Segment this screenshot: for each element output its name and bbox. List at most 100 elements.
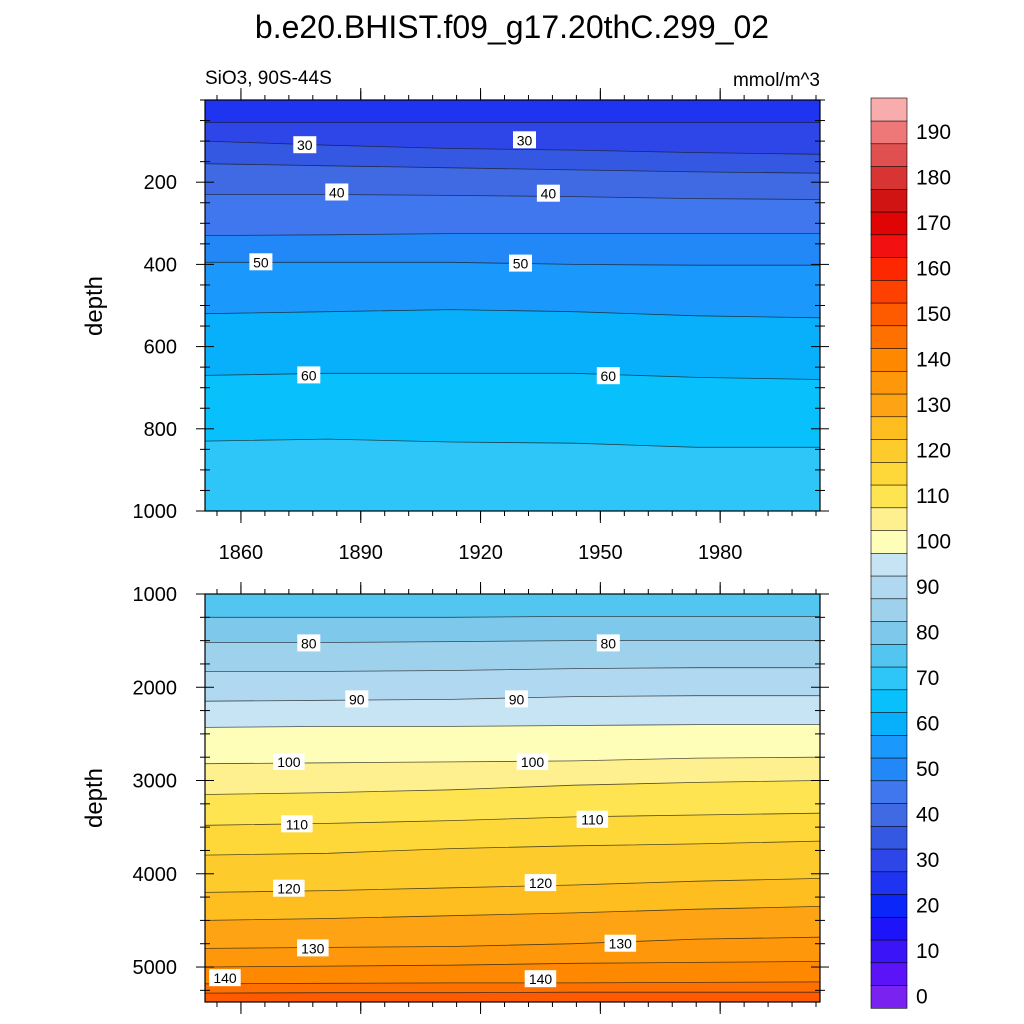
bottom-panel-axes: 1000 2000 3000 4000 5000: [133, 582, 829, 1014]
bottom-contour-line-115: [205, 840, 820, 856]
colorbar-label-80: 80: [916, 622, 939, 645]
bottom-panel-frame: [204, 593, 821, 1003]
colorbar-swatch-145: [870, 325, 908, 349]
colorbar-swatch-60: [870, 711, 908, 736]
top-ytick-label-800: 800: [144, 419, 177, 441]
top-contour-label-box-30-0: [293, 136, 317, 154]
bottom-contour-line-120: [205, 878, 820, 893]
colorbar-swatch-150: [870, 302, 908, 327]
colorbar-label-170: 170: [916, 212, 951, 235]
colorbar-label-140: 140: [916, 349, 951, 372]
colorbar-swatch-50: [870, 757, 908, 782]
chart-title: b.e20.BHIST.f09_g17.20thC.299_02: [255, 9, 769, 45]
bottom-panel-fill: [205, 594, 820, 1002]
bottom-contour-line-100: [205, 756, 820, 765]
colorbar-swatch-5: [870, 962, 908, 986]
bottom-contour-label-120-1: 120: [529, 875, 553, 891]
colorbar-swatch-155: [870, 279, 908, 304]
bottom-contour-label-100-1: 100: [521, 754, 545, 770]
bottom-contour-line-95: [205, 724, 820, 728]
top-contour-label-box-30-1: [513, 131, 536, 149]
bottom-contour-line-145: [205, 991, 820, 994]
top-band-70: [205, 439, 820, 511]
colorbar-swatch-15: [870, 916, 908, 941]
top-contour-label-box-40-1: [536, 184, 560, 202]
bottom-contour-label-120-0: 120: [277, 881, 301, 897]
top-contour-label-50-1: 50: [513, 256, 529, 272]
colorbar-swatch-80: [870, 620, 908, 645]
colorbar-swatch-165: [870, 234, 908, 258]
colorbar-swatch-185: [870, 143, 908, 167]
top-contour-label-box-50-0: [249, 253, 273, 271]
bottom-ytick-label-4000: 4000: [133, 864, 178, 886]
colorbar-swatch-65: [870, 689, 908, 713]
colorbar-swatch-125: [870, 416, 908, 440]
bottom-contour-label-110-1: 110: [581, 812, 604, 828]
colorbar-label-40: 40: [916, 804, 939, 827]
bottom-contour-label-90-1: 90: [509, 691, 525, 707]
colorbar-label-120: 120: [916, 440, 951, 463]
colorbar-label-110: 110: [916, 485, 949, 508]
units-label: mmol/m^3: [733, 70, 820, 91]
colorbar-label-150: 150: [916, 303, 951, 326]
colorbar-swatch-35: [870, 825, 908, 850]
bottom-contour-label-80-1: 80: [601, 635, 617, 651]
top-ytick-label-400: 400: [144, 254, 177, 276]
top-contour-label-box-40-0: [325, 183, 349, 201]
top-xtick-label-1860: 1860: [219, 542, 264, 564]
bottom-contour-label-140-0: 140: [213, 970, 237, 986]
bottom-ytick-label-2000: 2000: [133, 677, 178, 699]
colorbar-swatch-115: [870, 461, 908, 486]
bottom-ylabel: depth: [81, 768, 108, 828]
bottom-contour-line-135: [205, 961, 820, 968]
bottom-contour-label-box-80-0: [297, 634, 321, 652]
colorbar-swatch-30: [870, 848, 908, 873]
bottom-contour-label-box-110-1: [576, 810, 609, 828]
colorbar-swatch-45: [870, 780, 908, 804]
top-ytick-label-600: 600: [144, 337, 177, 359]
colorbar-label-130: 130: [916, 394, 951, 417]
colorbar-swatch-85: [870, 598, 908, 622]
bottom-contour-label-130-1: 130: [609, 936, 633, 952]
top-contour-label-30-0: 30: [297, 137, 313, 153]
top-contour-line-55: [205, 309, 820, 319]
colorbar-swatch-190: [870, 120, 908, 145]
top-xtick-label-1890: 1890: [338, 542, 383, 564]
bottom-contour-label-box-130-1: [604, 934, 637, 952]
top-ytick-label-1000: 1000: [133, 501, 178, 523]
top-contour-line-35: [205, 163, 820, 174]
colorbar-swatch-75: [870, 643, 908, 668]
colorbar-label-90: 90: [916, 576, 939, 599]
top-contour-label-box-50-1: [509, 254, 532, 272]
colorbar-swatch-40: [870, 802, 908, 827]
colorbar: 0 10 20 30 40 50 60 70 80 90 100 110 120 130 140 150 160…: [870, 97, 951, 1009]
bottom-contour-label-box-90-0: [345, 690, 369, 708]
colorbar-label-190: 190: [916, 121, 951, 144]
colorbar-swatch-95: [870, 552, 908, 577]
colorbar-label-160: 160: [916, 258, 951, 281]
bottom-contour-label-box-80-1: [596, 634, 620, 652]
top-panel-contour-labels: 30 30 40 40 50 50 60 60: [249, 131, 620, 385]
top-contour-label-box-60-0: [297, 366, 321, 384]
colorbar-swatch-25: [870, 871, 908, 895]
colorbar-swatch-170: [870, 211, 908, 236]
colorbar-swatch-100: [870, 529, 908, 554]
bottom-contour-label-90-0: 90: [349, 691, 365, 707]
bottom-contour-label-box-140-1: [524, 970, 557, 988]
colorbar-swatch-105: [870, 507, 908, 531]
top-contour-label-40-0: 40: [329, 185, 345, 201]
bottom-contour-label-80-0: 80: [301, 635, 317, 651]
bottom-contour-line-85: [205, 667, 820, 672]
colorbar-swatch-110: [870, 484, 908, 509]
top-contour-label-box-60-1: [596, 367, 620, 385]
bottom-contour-label-box-100-1: [516, 752, 549, 770]
bottom-contour-label-140-1: 140: [529, 971, 553, 987]
bottom-panel-contour-labels: 80 80 90 90 100 100 110 110 120 120 130 130 140 140: [209, 634, 637, 988]
bottom-contour-label-box-130-0: [297, 939, 329, 957]
top-contour-line-40: [205, 194, 820, 200]
bottom-contour-label-box-120-0: [273, 879, 305, 897]
colorbar-label-180: 180: [916, 167, 951, 190]
top-contour-label-30-1: 30: [517, 132, 533, 148]
variable-label: SiO3, 90S-44S: [205, 68, 332, 89]
